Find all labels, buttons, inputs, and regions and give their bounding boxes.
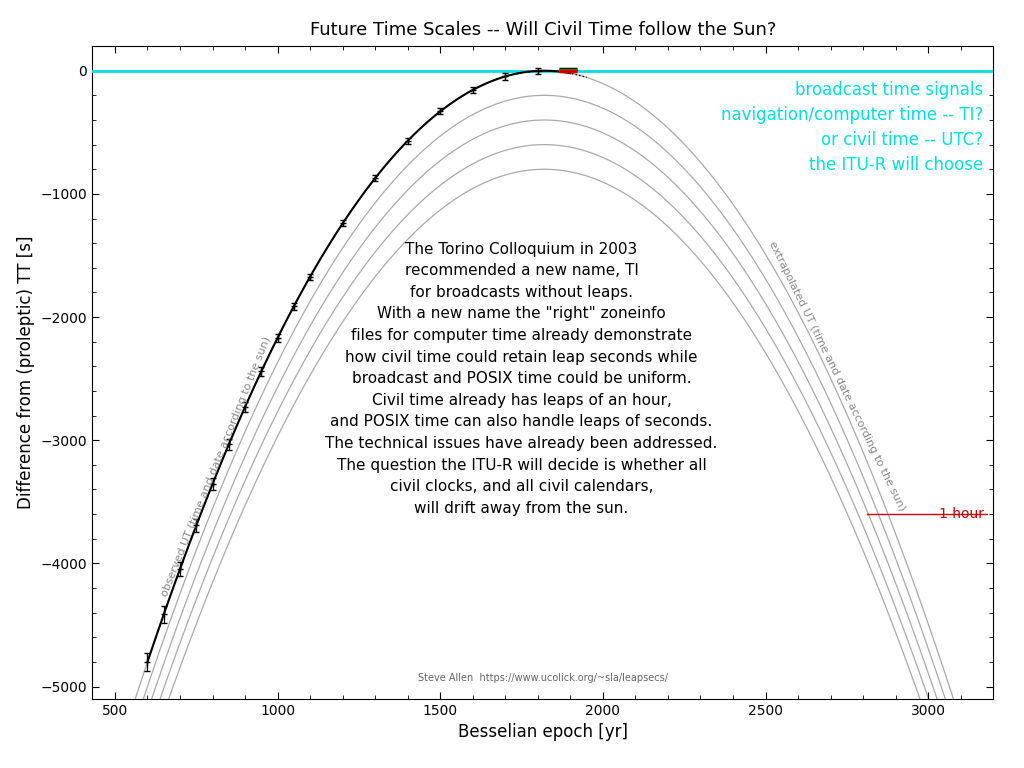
Text: The Torino Colloquium in 2003
recommended a new name, TI
for broadcasts without : The Torino Colloquium in 2003 recommende… (326, 242, 718, 516)
Text: observed UT (time and date according to the sun): observed UT (time and date according to … (160, 335, 272, 598)
Text: extrapolated UT (time and date according to the sun): extrapolated UT (time and date according… (767, 239, 907, 512)
Title: Future Time Scales -- Will Civil Time follow the Sun?: Future Time Scales -- Will Civil Time fo… (309, 21, 776, 39)
Y-axis label: Difference from (proleptic) TT [s]: Difference from (proleptic) TT [s] (17, 236, 35, 509)
Text: Steve Allen  https://www.ucolick.org/~sla/leapsecs/: Steve Allen https://www.ucolick.org/~sla… (418, 673, 668, 683)
Text: 1 hour: 1 hour (939, 507, 988, 521)
Text: broadcast time signals
navigation/computer time -- TI?
or civil time -- UTC?
the: broadcast time signals navigation/comput… (721, 81, 983, 174)
X-axis label: Besselian epoch [yr]: Besselian epoch [yr] (458, 723, 628, 741)
